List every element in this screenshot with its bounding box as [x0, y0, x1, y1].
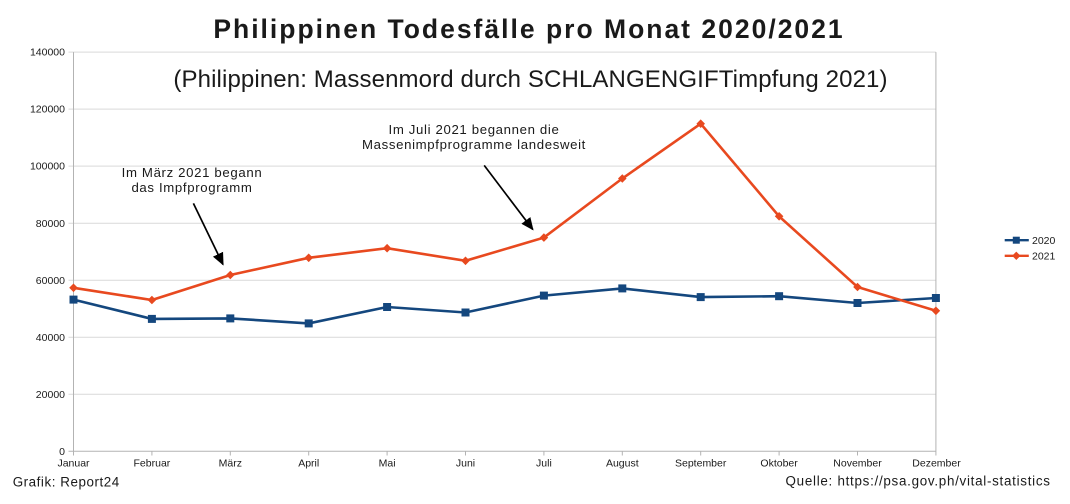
svg-text:März: März: [219, 458, 242, 470]
svg-text:(Philippinen: Massenmord durch: (Philippinen: Massenmord durch SCHLANGEN…: [173, 66, 887, 93]
svg-text:Oktober: Oktober: [760, 458, 798, 470]
svg-text:Januar: Januar: [57, 458, 90, 470]
svg-text:September: September: [675, 458, 727, 470]
svg-text:das Impfprogramm: das Impfprogramm: [131, 180, 252, 195]
svg-text:Dezember: Dezember: [912, 458, 961, 470]
svg-text:140000: 140000: [30, 47, 65, 59]
svg-text:April: April: [298, 458, 319, 470]
svg-text:August: August: [606, 458, 639, 470]
svg-text:60000: 60000: [36, 275, 65, 287]
svg-text:80000: 80000: [36, 218, 65, 230]
svg-text:Quelle: https://psa.gov.ph/vit: Quelle: https://psa.gov.ph/vital-statist…: [786, 474, 1051, 489]
svg-text:40000: 40000: [36, 332, 65, 344]
svg-text:20000: 20000: [36, 389, 65, 401]
svg-text:Im Juli 2021 begannen die: Im Juli 2021 begannen die: [389, 122, 560, 137]
svg-text:Philippinen Todesfälle pro Mon: Philippinen Todesfälle pro Monat 2020/20…: [213, 14, 844, 44]
svg-text:Grafik: Report24: Grafik: Report24: [13, 474, 120, 489]
svg-text:0: 0: [59, 446, 65, 458]
svg-text:Im März 2021 begann: Im März 2021 begann: [122, 165, 263, 180]
svg-text:Massenimpfprogramme landesweit: Massenimpfprogramme landesweit: [362, 137, 586, 152]
svg-text:2020: 2020: [1032, 235, 1056, 247]
svg-text:November: November: [833, 458, 882, 470]
svg-text:120000: 120000: [30, 104, 65, 116]
svg-text:Februar: Februar: [134, 458, 171, 470]
svg-text:Mai: Mai: [379, 458, 396, 470]
svg-text:Juli: Juli: [536, 458, 552, 470]
svg-text:Juni: Juni: [456, 458, 475, 470]
svg-text:2021: 2021: [1032, 251, 1056, 263]
svg-text:100000: 100000: [30, 161, 65, 173]
